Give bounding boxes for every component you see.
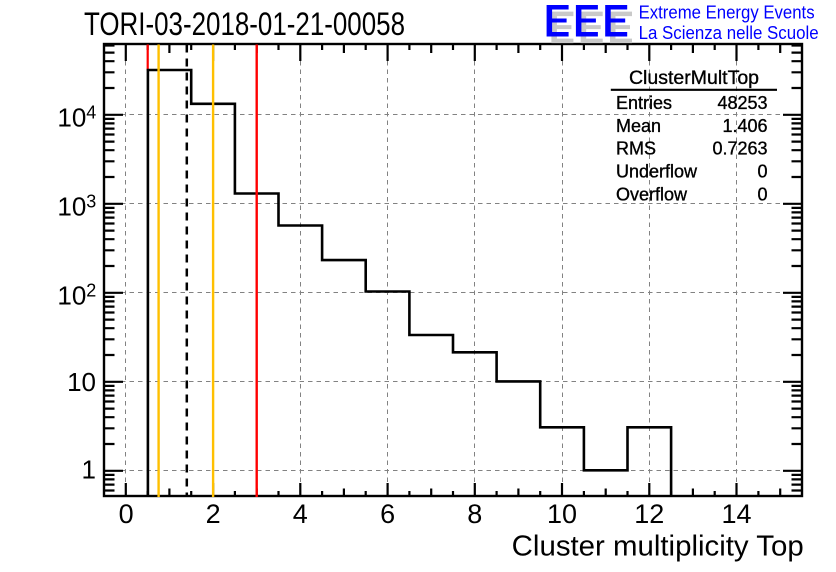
svg-text:La Scienza nelle Scuole: La Scienza nelle Scuole [639, 23, 819, 43]
svg-text:8: 8 [467, 499, 482, 529]
svg-text:0: 0 [757, 162, 767, 182]
svg-text:6: 6 [380, 499, 395, 529]
svg-text:Mean: Mean [616, 116, 661, 136]
svg-text:12: 12 [634, 499, 664, 529]
svg-text:RMS: RMS [616, 139, 656, 159]
svg-text:4: 4 [293, 499, 308, 529]
svg-text:0.7263: 0.7263 [712, 139, 767, 159]
svg-text:0: 0 [757, 184, 767, 204]
svg-text:48253: 48253 [717, 93, 767, 113]
svg-text:1: 1 [82, 455, 96, 485]
svg-text:Overflow: Overflow [616, 184, 688, 204]
svg-text:1.406: 1.406 [722, 116, 767, 136]
svg-text:Entries: Entries [616, 93, 672, 113]
svg-text:14: 14 [721, 499, 751, 529]
svg-text:2: 2 [206, 499, 221, 529]
svg-text:Underflow: Underflow [616, 162, 698, 182]
svg-text:10: 10 [547, 499, 577, 529]
svg-text:0: 0 [119, 499, 134, 529]
svg-text:TORI-03-2018-01-21-00058: TORI-03-2018-01-21-00058 [84, 6, 405, 42]
svg-text:Cluster multiplicity Top: Cluster multiplicity Top [512, 531, 804, 563]
svg-text:Extreme Energy Events: Extreme Energy Events [639, 3, 815, 23]
svg-text:10: 10 [67, 367, 96, 397]
svg-text:ClusterMultTop: ClusterMultTop [629, 67, 759, 89]
